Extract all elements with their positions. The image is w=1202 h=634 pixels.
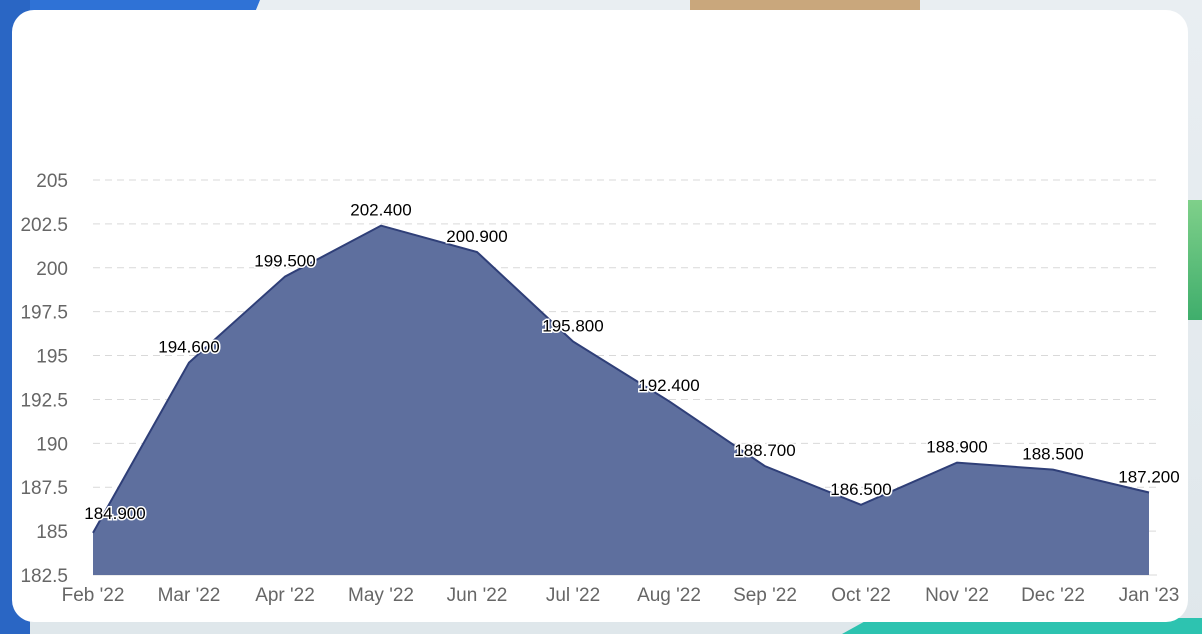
background-top-shape [690,0,920,12]
y-tick-label: 205 [36,171,68,192]
x-tick-label: May '22 [348,585,414,606]
x-tick-label: Jan '23 [1119,585,1180,606]
data-label: 186.500 [830,480,891,499]
x-tick-label: Apr '22 [255,585,315,606]
area-fill [93,225,1149,575]
y-tick-label: 200 [36,259,68,280]
y-tick-label: 187.5 [20,478,68,499]
area-series [92,224,1150,575]
y-tick-label: 202.5 [20,215,68,236]
area-chart: 182.5 185 187.5 190 192.5 195 197.5 200 202.5 205… [20,171,1181,606]
x-axis: Feb '22 Mar '22 Apr '22 May '22 Jun '22 Jul '… [62,585,1180,606]
chart-card: 182.5 185 187.5 190 192.5 195 197.5 200 202.5 205… [12,10,1188,622]
data-labels: 184.900 194.600 199.500 202.400 200.900 195.8… [83,199,1181,524]
data-label: 194.600 [158,338,219,357]
x-tick-label: Oct '22 [831,585,891,606]
data-label: 188.500 [1022,445,1083,464]
x-tick-label: Jun '22 [447,585,508,606]
y-tick-label: 195 [36,347,68,368]
y-tick-label: 192.5 [20,390,68,411]
data-label: 184.900 [84,504,145,523]
data-label: 199.500 [254,252,315,271]
series-line [92,224,1150,534]
x-tick-label: Jul '22 [546,585,600,606]
x-tick-label: Mar '22 [158,585,221,606]
x-tick-label: Aug '22 [637,585,701,606]
x-tick-label: Nov '22 [925,585,989,606]
data-label: 187.200 [1118,467,1179,486]
x-tick-label: Feb '22 [62,585,125,606]
y-tick-label: 182.5 [20,566,68,587]
y-tick-label: 190 [36,434,68,455]
x-tick-label: Dec '22 [1021,585,1085,606]
y-tick-label: 197.5 [20,303,68,324]
data-label: 200.900 [446,227,507,246]
data-label: 202.400 [350,201,411,220]
data-label: 192.400 [638,376,699,395]
data-label: 188.900 [926,438,987,457]
background-teal-shape [842,618,1202,634]
data-label: 188.700 [734,441,795,460]
data-label: 195.800 [542,317,603,336]
background-green-shape [1186,200,1202,320]
y-tick-label: 185 [36,522,68,543]
y-axis: 182.5 185 187.5 190 192.5 195 197.5 200 202.5 205 [20,171,68,587]
x-tick-label: Sep '22 [733,585,797,606]
